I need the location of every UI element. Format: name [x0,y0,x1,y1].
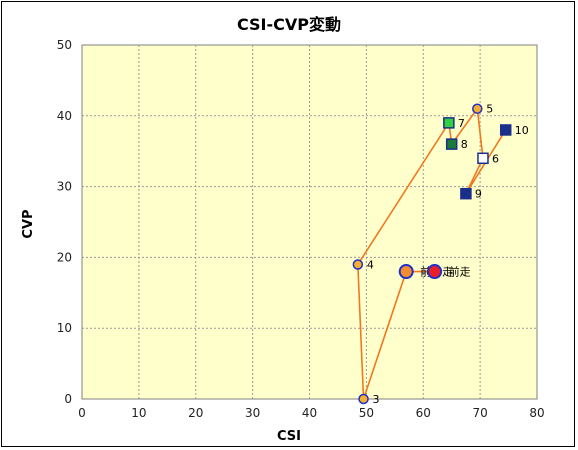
point-label: 6 [492,152,499,165]
point-label: 4 [367,258,374,271]
x-axis-ticks: 0 10 20 30 40 50 60 70 80 [78,406,544,420]
data-point [352,259,364,270]
y-axis-ticks: 0 10 20 30 40 50 [57,38,72,406]
data-point [477,152,489,165]
y-tick-label: 0 [64,392,72,406]
y-tick-label: 50 [57,38,72,52]
data-point [460,187,472,200]
point-label: 3 [373,393,380,406]
x-tick-label: 0 [78,406,86,420]
data-series: 109876543前々走前走 [352,103,529,406]
data-point [358,393,369,405]
x-axis-title: CSI [277,429,301,444]
x-tick-label: 30 [245,406,260,420]
series-line [357,106,507,400]
data-point [499,124,512,136]
x-tick-label: 80 [529,406,544,420]
y-tick-label: 20 [57,250,72,264]
point-label: 前走 [449,265,471,279]
x-tick-label: 50 [359,406,374,420]
x-tick-label: 10 [131,406,146,420]
data-point [472,103,483,114]
x-tick-label: 40 [302,406,317,420]
data-point [445,138,458,150]
point-label: 9 [475,188,482,201]
plot-area [81,44,538,400]
data-point [443,117,455,129]
chart-title: CSI-CVP変動 [237,15,341,34]
x-tick-label: 20 [188,406,203,420]
y-tick-label: 30 [57,180,72,194]
point-label: 7 [458,117,465,130]
y-tick-label: 40 [57,109,72,123]
y-axis-title: CVP [21,209,36,238]
y-tick-label: 10 [57,321,72,335]
point-label: 5 [486,103,493,116]
x-tick-label: 60 [416,406,431,420]
x-tick-label: 70 [472,406,487,420]
point-label: 8 [461,138,468,151]
data-point [427,264,443,280]
data-point [398,264,414,280]
point-label: 10 [515,124,529,137]
